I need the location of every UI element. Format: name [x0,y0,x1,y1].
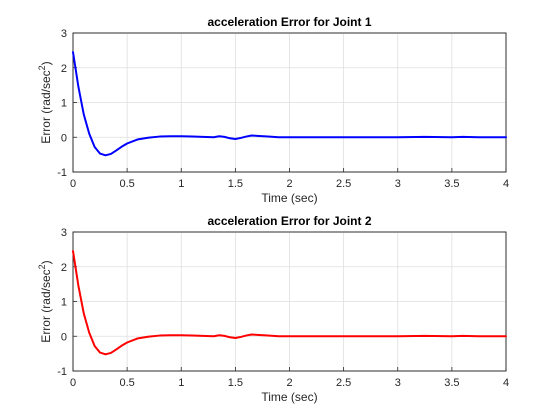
y-axis-label-end: ) [39,61,53,65]
y-tick-label: 3 [61,227,67,239]
y-axis-label-superscript: 2 [37,65,47,70]
y-tick-label: -1 [57,366,67,378]
y-tick-label: 2 [61,63,67,75]
chart-title: acceleration Error for Joint 2 [207,214,371,228]
y-axis-label-superscript: 2 [37,264,47,269]
x-tick-label: 2.5 [336,178,351,190]
y-tick-label: 1 [61,98,67,110]
y-axis-label-end: ) [39,260,53,264]
chart-title: acceleration Error for Joint 1 [207,15,371,29]
x-tick-label: 0 [70,178,76,190]
x-tick-label: 1 [178,178,184,190]
y-tick-label: 1 [61,297,67,309]
x-tick-label: 3 [395,178,401,190]
x-tick-label: 3 [395,377,401,389]
x-tick-label: 0 [70,377,76,389]
x-tick-label: 3.5 [444,178,459,190]
y-axis-label: Error (rad/sec2) [37,260,53,342]
x-tick-label: 1.5 [228,178,243,190]
x-tick-label: 2 [286,178,292,190]
y-axis-label-main: Error (rad/sec [39,70,53,143]
x-tick-label: 2 [286,377,292,389]
axes-border [72,32,507,173]
x-tick-label: 2.5 [336,377,351,389]
y-tick-label: 2 [61,262,67,274]
y-tick-label: -1 [57,167,67,179]
x-tick-label: 0.5 [119,377,134,389]
x-tick-label: 0.5 [119,178,134,190]
x-tick-label: 1 [178,377,184,389]
series-line [72,250,507,356]
y-tick-label: 3 [61,28,67,40]
axes-border [72,231,507,372]
x-tick-label: 3.5 [444,377,459,389]
y-axis-label: Error (rad/sec2) [37,61,53,143]
y-axis-label-main: Error (rad/sec [39,269,53,342]
x-axis-label: Time (sec) [261,390,317,404]
series-line [72,51,507,157]
x-tick-label: 1.5 [228,377,243,389]
x-axis-label: Time (sec) [261,191,317,205]
y-tick-label: 0 [61,331,67,343]
y-tick-label: 0 [61,132,67,144]
x-tick-label: 4 [503,377,509,389]
x-tick-label: 4 [503,178,509,190]
